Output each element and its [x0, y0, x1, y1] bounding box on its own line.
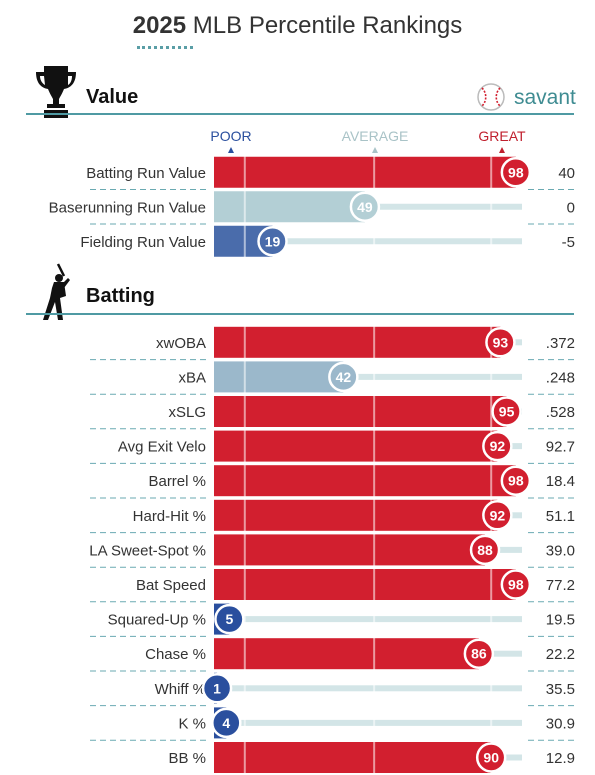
- percentile-label: 19: [265, 233, 281, 249]
- percentile-label: 93: [493, 334, 509, 350]
- percentile-label: 49: [357, 199, 373, 215]
- metric-label: LA Sweet-Spot %: [89, 542, 206, 559]
- section-title-batting: Batting: [86, 285, 155, 307]
- percentile-marker: [475, 742, 507, 773]
- stat-value: 19.5: [546, 612, 575, 629]
- percentile-label: 98: [508, 473, 524, 489]
- percentile-bar: [214, 326, 501, 358]
- percentile-bar: [214, 156, 516, 188]
- percentile-label: 88: [477, 542, 493, 558]
- metric-label: Baserunning Run Value: [49, 199, 206, 216]
- scale-label-average: AVERAGE: [342, 128, 409, 144]
- savant-brand: savant: [514, 86, 576, 109]
- scale-label-poor-marker: [228, 147, 234, 153]
- scale-label-great: GREAT: [478, 128, 526, 144]
- percentile-label: 98: [508, 164, 524, 180]
- section-title-value: Value: [86, 86, 139, 108]
- scale-label-great-marker: [499, 147, 505, 153]
- metric-label: Whiff %: [155, 681, 206, 698]
- percentile-marker: [257, 226, 288, 257]
- percentile-bar: [214, 396, 507, 427]
- percentile-label: 92: [490, 438, 506, 454]
- metric-label: Chase %: [145, 646, 206, 663]
- percentile-label: 92: [490, 507, 506, 523]
- title-underline: [137, 46, 193, 49]
- section-rule-value: [26, 113, 574, 115]
- percentile-bar: [214, 534, 486, 566]
- stat-value: 0: [567, 199, 575, 216]
- percentile-label: 1: [213, 680, 221, 696]
- stat-value: 51.1: [546, 508, 575, 525]
- stat-value: 22.2: [546, 646, 575, 663]
- percentile-label: 95: [499, 404, 515, 420]
- stat-value: .528: [546, 404, 575, 421]
- metric-label: Avg Exit Velo: [118, 439, 206, 456]
- percentile-marker: [214, 603, 245, 635]
- percentile-marker: [211, 707, 242, 739]
- percentile-marker: [500, 157, 532, 188]
- metric-label: xwOBA: [156, 335, 206, 352]
- percentile-bar: [214, 465, 516, 497]
- baseball-icon: [477, 83, 505, 111]
- metric-label: BB %: [168, 750, 206, 767]
- percentile-label: 86: [471, 646, 487, 662]
- percentile-marker: [463, 638, 495, 669]
- track: [214, 238, 522, 245]
- metric-label: Bat Speed: [136, 577, 206, 594]
- percentile-marker: [482, 430, 513, 462]
- stat-value: .248: [546, 369, 575, 386]
- percentile-bar: [214, 191, 365, 223]
- percentile-marker: [469, 534, 501, 566]
- stat-value: 12.9: [546, 750, 575, 767]
- title-year: 2025: [132, 12, 187, 39]
- page-title: 2025 MLB Percentile Rankings: [0, 12, 595, 40]
- metric-label: Batting Run Value: [86, 165, 206, 182]
- metric-label: Fielding Run Value: [80, 234, 206, 251]
- stat-value: 30.9: [546, 715, 575, 732]
- stat-value: 40: [558, 165, 575, 182]
- track: [214, 373, 522, 380]
- metric-label: xSLG: [168, 404, 206, 421]
- percentile-marker: [491, 396, 522, 427]
- batter-icon: [43, 263, 70, 320]
- scale-label-poor: POOR: [210, 128, 251, 144]
- percentile-marker: [201, 673, 233, 704]
- percentile-label: 90: [483, 750, 499, 766]
- percentile-bar: [214, 742, 492, 773]
- track: [214, 685, 522, 692]
- stat-value: 35.5: [546, 681, 575, 698]
- percentile-bar: [214, 638, 479, 670]
- percentile-marker: [349, 191, 381, 222]
- percentile-marker: [328, 361, 359, 393]
- stat-value: 92.7: [546, 439, 575, 456]
- percentile-marker: [482, 500, 513, 531]
- percentile-bar: [214, 430, 498, 462]
- scale-label-average-marker: [372, 147, 378, 153]
- percentile-label: 5: [226, 611, 234, 627]
- metric-label: Barrel %: [148, 473, 206, 490]
- section-rule-batting: [26, 313, 574, 315]
- stat-value: .372: [546, 335, 575, 352]
- percentile-marker: [485, 327, 516, 358]
- percentile-label: 4: [222, 715, 230, 731]
- percentile-bar: [214, 569, 516, 600]
- percentile-marker: [500, 465, 532, 496]
- metric-label: K %: [178, 715, 206, 732]
- metric-label: Hard-Hit %: [133, 508, 206, 525]
- track: [214, 616, 522, 623]
- title-text: MLB Percentile Rankings: [192, 12, 463, 39]
- stat-value: 18.4: [546, 473, 575, 490]
- track: [214, 719, 522, 726]
- percentile-bar: [214, 361, 344, 393]
- percentile-label: 98: [508, 577, 524, 593]
- metric-label: Squared-Up %: [108, 612, 206, 629]
- percentile-bar: [214, 499, 498, 531]
- metric-label: xBA: [178, 369, 206, 386]
- stat-value: 77.2: [546, 577, 575, 594]
- percentile-marker: [500, 569, 532, 600]
- percentile-label: 42: [336, 369, 352, 385]
- stat-value: 39.0: [546, 542, 575, 559]
- stat-value: -5: [562, 234, 575, 251]
